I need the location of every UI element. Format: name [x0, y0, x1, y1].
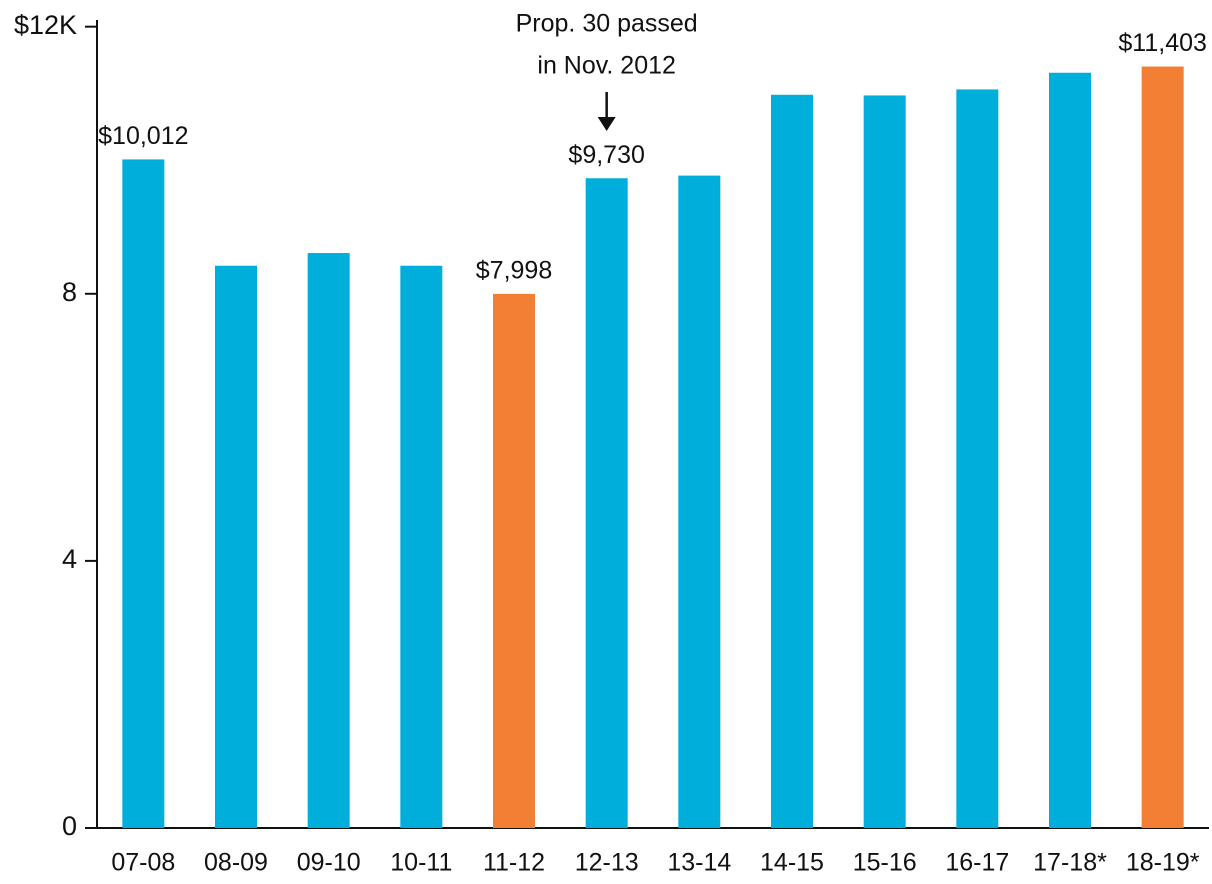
- data-label: $10,012: [98, 122, 188, 150]
- x-tick-label: 08-09: [204, 849, 268, 877]
- bar: [863, 95, 906, 829]
- x-tick-label: 11-12: [483, 849, 545, 877]
- data-label: $7,998: [476, 257, 552, 285]
- x-tick-label: 09-10: [297, 849, 361, 877]
- x-tick-label: 14-15: [760, 849, 824, 877]
- y-tick-label: 4: [62, 544, 77, 574]
- bar: [493, 293, 535, 828]
- annotation: Prop. 30 passed: [516, 10, 698, 38]
- bar: [771, 94, 813, 828]
- x-tick-label: 07-08: [111, 849, 175, 877]
- bar: [122, 159, 165, 829]
- bar: [956, 89, 999, 828]
- x-tick-label: 12-13: [575, 849, 639, 877]
- x-tick-label: 16-17: [945, 849, 1009, 877]
- annotation-arrowhead: [597, 117, 616, 131]
- bar: [585, 178, 628, 828]
- annotation: in Nov. 2012: [537, 52, 676, 80]
- bar: [400, 265, 443, 828]
- data-label: $11,403: [1118, 29, 1207, 57]
- bar: [1141, 66, 1184, 829]
- data-label: $9,730: [568, 141, 644, 169]
- y-tick-label: 0: [62, 811, 77, 841]
- x-tick-label: 17-18*: [1033, 849, 1107, 877]
- bar: [1049, 72, 1091, 828]
- x-tick-label: 18-19*: [1126, 849, 1200, 877]
- x-tick-label: 10-11: [390, 849, 452, 877]
- bar: [678, 175, 721, 828]
- x-tick-label: 15-16: [853, 849, 917, 877]
- y-tick-label: $12K: [14, 10, 77, 40]
- x-tick-label: 13-14: [667, 849, 731, 877]
- bar: [215, 265, 257, 828]
- bar: [307, 253, 350, 828]
- y-tick-label: 8: [62, 277, 77, 307]
